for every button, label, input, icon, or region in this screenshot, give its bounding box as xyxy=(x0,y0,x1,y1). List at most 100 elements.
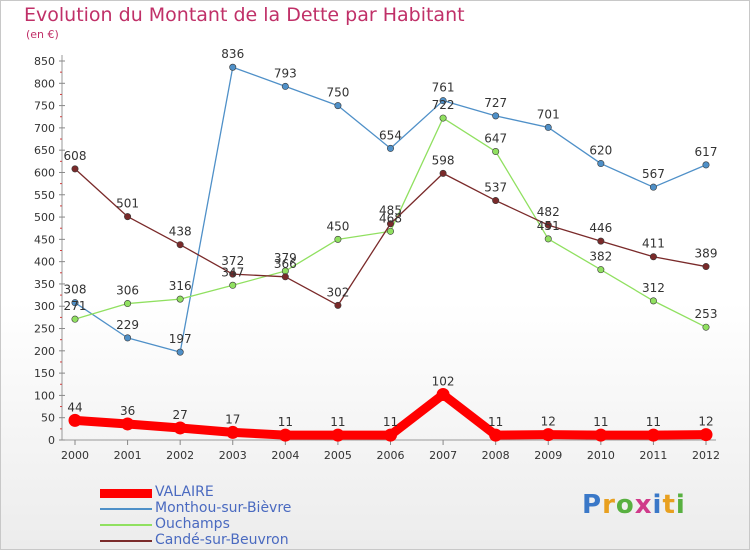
data-point xyxy=(439,114,447,122)
data-point xyxy=(281,273,289,281)
y-tick-label: 800 xyxy=(34,77,55,90)
x-tick-label: 2003 xyxy=(219,449,247,462)
data-label: 12 xyxy=(541,415,556,429)
logo-letter: o xyxy=(615,490,635,520)
x-tick-label: 2008 xyxy=(482,449,510,462)
data-label: 608 xyxy=(64,149,87,163)
data-point xyxy=(702,323,710,331)
x-tick-label: 2001 xyxy=(114,449,142,462)
y-tick-label: 450 xyxy=(34,233,55,246)
y-tick-label: 650 xyxy=(34,144,55,157)
data-point xyxy=(176,241,184,249)
logo-letter: i xyxy=(652,490,663,520)
data-point xyxy=(71,165,79,173)
data-label: 485 xyxy=(379,204,402,218)
y-tick-label: 500 xyxy=(34,211,55,224)
data-label: 306 xyxy=(116,284,139,298)
legend-swatch xyxy=(100,540,152,542)
data-label: 379 xyxy=(274,251,297,265)
legend-swatch xyxy=(100,524,152,526)
data-point xyxy=(229,281,237,289)
data-label: 722 xyxy=(432,98,455,112)
data-point xyxy=(649,297,657,305)
data-label: 793 xyxy=(274,66,297,80)
data-label: 11 xyxy=(383,415,398,429)
data-point xyxy=(702,263,710,271)
data-label: 36 xyxy=(120,404,135,418)
data-point xyxy=(386,227,394,235)
y-tick-label: 250 xyxy=(34,323,55,336)
data-label: 11 xyxy=(330,415,345,429)
data-label: 411 xyxy=(642,237,665,251)
legend-label: Monthou-sur-Bièvre xyxy=(155,500,292,516)
data-point xyxy=(71,299,79,307)
y-tick-label: 600 xyxy=(34,166,55,179)
data-point xyxy=(281,82,289,90)
y-tick-label: 750 xyxy=(34,100,55,113)
data-label: 11 xyxy=(593,415,608,429)
data-point xyxy=(226,425,240,439)
data-label: 11 xyxy=(278,415,293,429)
data-label: 347 xyxy=(221,265,244,279)
data-point xyxy=(544,221,552,229)
x-tick-label: 2010 xyxy=(587,449,615,462)
data-point xyxy=(386,220,394,228)
data-point xyxy=(492,112,500,120)
data-point xyxy=(439,97,447,105)
data-point xyxy=(541,428,555,442)
data-label: 761 xyxy=(432,81,455,95)
data-label: 197 xyxy=(169,332,192,346)
data-point xyxy=(492,148,500,156)
data-label: 750 xyxy=(326,86,349,100)
data-label: 316 xyxy=(169,279,192,293)
y-tick-label: 150 xyxy=(34,367,55,380)
data-label: 654 xyxy=(379,128,402,142)
x-tick-label: 2009 xyxy=(534,449,562,462)
x-tick-label: 2002 xyxy=(166,449,194,462)
data-label: 701 xyxy=(537,107,560,121)
chart-subtitle: (en €) xyxy=(26,28,59,41)
data-label: 17 xyxy=(225,412,240,426)
data-point xyxy=(699,428,713,442)
data-label: 501 xyxy=(116,197,139,211)
legend-swatch xyxy=(100,508,152,510)
data-point xyxy=(229,270,237,278)
data-label: 647 xyxy=(484,132,507,146)
data-label: 382 xyxy=(589,250,612,264)
data-point xyxy=(124,300,132,308)
data-point xyxy=(331,428,345,442)
y-tick-label: 400 xyxy=(34,256,55,269)
data-label: 438 xyxy=(169,225,192,239)
data-label: 836 xyxy=(221,47,244,61)
data-point xyxy=(646,428,660,442)
y-tick-label: 300 xyxy=(34,300,55,313)
data-label: 27 xyxy=(173,408,188,422)
data-label: 468 xyxy=(379,211,402,225)
data-point xyxy=(229,63,237,71)
data-label: 366 xyxy=(274,257,297,271)
logo-letter: r xyxy=(602,490,616,520)
legend-label: Ouchamps xyxy=(155,516,230,532)
data-point xyxy=(173,421,187,435)
y-tick-label: 350 xyxy=(34,278,55,291)
data-label: 271 xyxy=(64,299,87,313)
data-label: 308 xyxy=(64,283,87,297)
logo-letter: P xyxy=(582,490,603,520)
x-tick-label: 2006 xyxy=(377,449,405,462)
data-label: 229 xyxy=(116,318,139,332)
x-tick-label: 2011 xyxy=(639,449,667,462)
data-label: 372 xyxy=(221,254,244,268)
y-tick-label: 850 xyxy=(34,55,55,68)
y-tick-label: 100 xyxy=(34,389,55,402)
data-point xyxy=(176,348,184,356)
data-point xyxy=(594,428,608,442)
data-point xyxy=(71,315,79,323)
data-point xyxy=(68,413,82,427)
legend-label: Candé-sur-Beuvron xyxy=(155,532,289,548)
y-tick-label: 200 xyxy=(34,345,55,358)
x-tick-label: 2012 xyxy=(692,449,720,462)
logo-letter: i xyxy=(675,490,686,520)
data-label: 389 xyxy=(695,247,718,261)
